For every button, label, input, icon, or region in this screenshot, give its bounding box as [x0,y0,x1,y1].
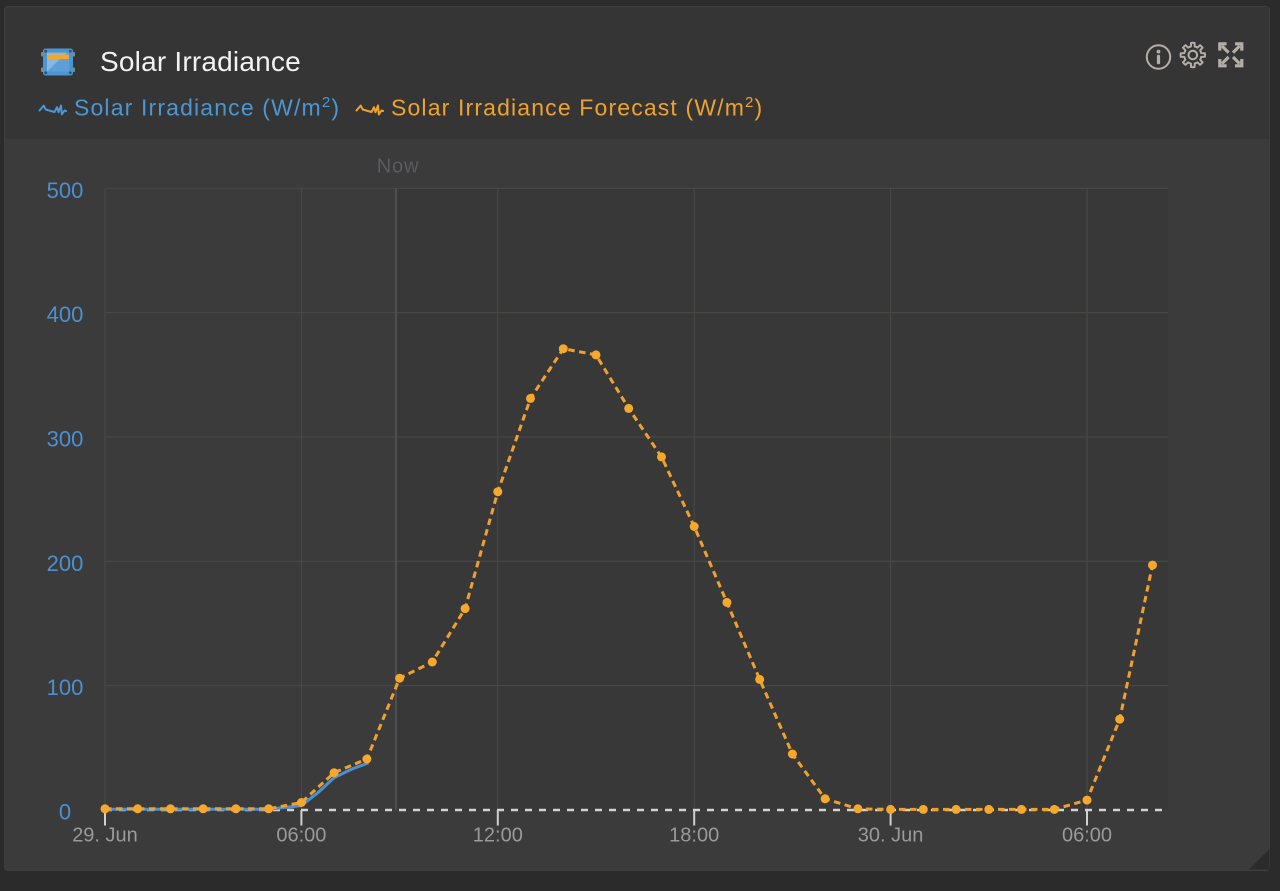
svg-text:18:00: 18:00 [669,825,719,847]
svg-text:12:00: 12:00 [473,825,523,847]
svg-text:29. Jun: 29. Jun [72,825,138,847]
svg-text:400: 400 [47,302,84,327]
svg-text:06:00: 06:00 [1062,825,1112,847]
svg-text:200: 200 [47,551,84,576]
svg-text:06:00: 06:00 [276,825,326,847]
svg-text:500: 500 [47,178,84,203]
svg-text:Now: Now [377,155,419,177]
svg-text:0: 0 [59,800,71,825]
svg-text:100: 100 [47,675,84,700]
svg-text:30. Jun: 30. Jun [858,825,924,847]
svg-text:300: 300 [47,427,84,452]
